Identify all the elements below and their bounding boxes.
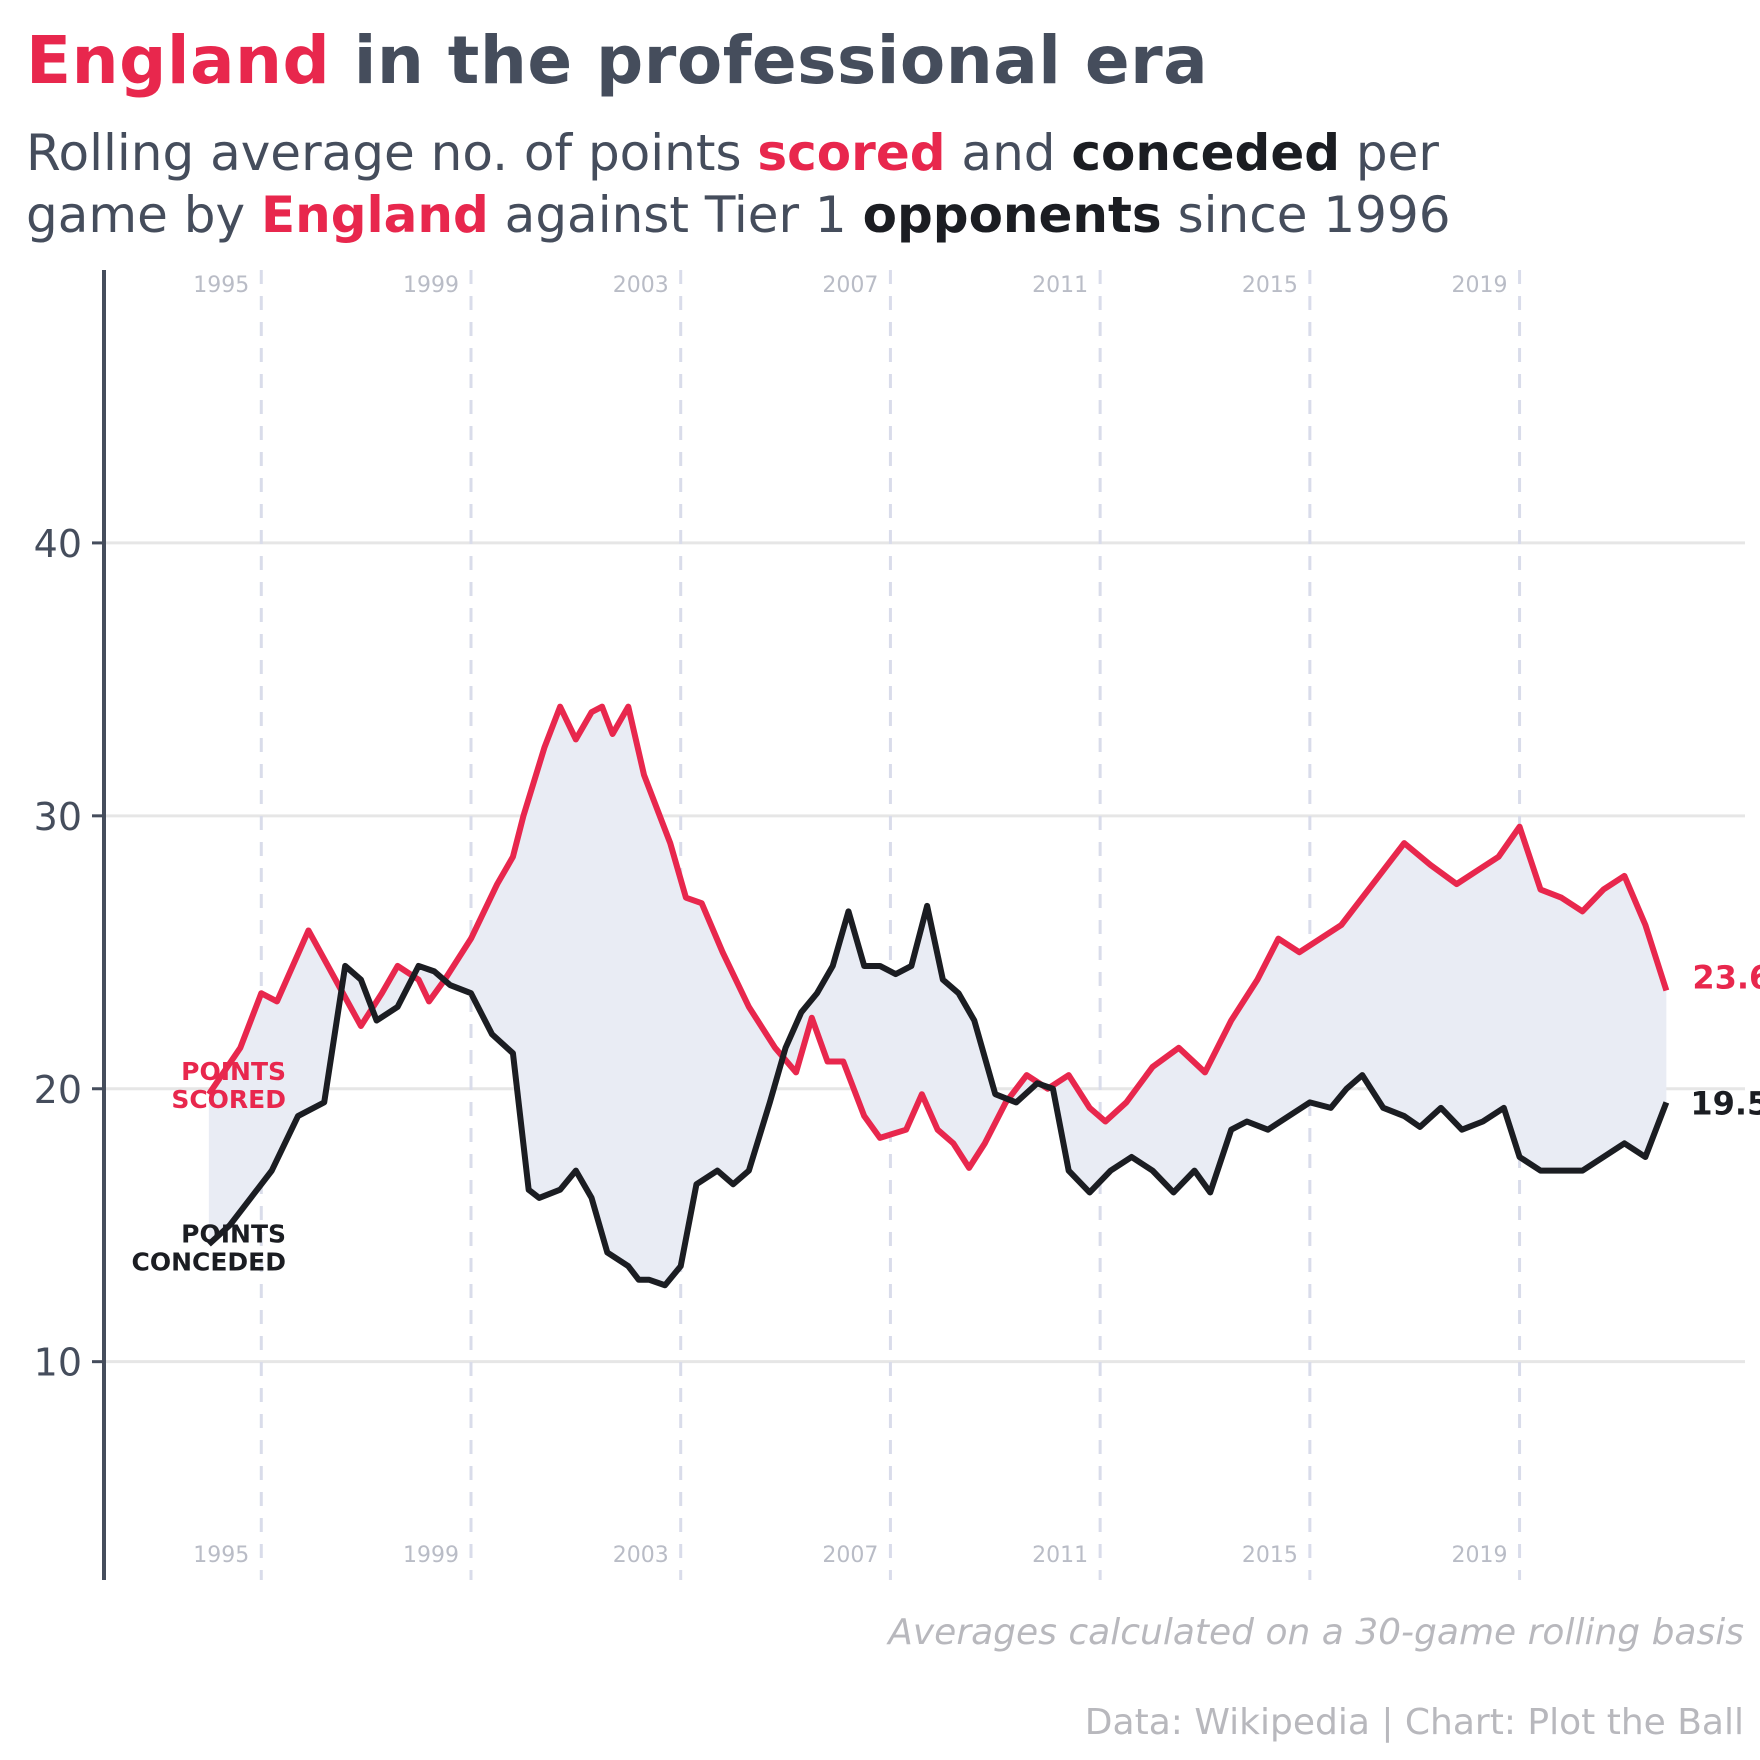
- series-lines: [206, 703, 1670, 1289]
- conceded-end-label: 19.5: [1690, 1084, 1760, 1122]
- year-label: 2019: [1452, 1543, 1508, 1568]
- year-label: 2007: [822, 273, 878, 298]
- conceded-label: CONCEDED: [131, 1247, 286, 1276]
- subtitle-scored: scored: [757, 124, 946, 182]
- scored-label: POINTS: [181, 1057, 286, 1086]
- year-label: 2015: [1242, 273, 1298, 298]
- scored-label: SCORED: [171, 1085, 286, 1114]
- conceded-label: POINTS: [181, 1219, 286, 1248]
- year-label: 1995: [193, 273, 249, 298]
- series-line-conceded: [206, 902, 1670, 1289]
- subtitle-opponents: opponents: [862, 186, 1162, 244]
- footnote: Averages calculated on a 30-game rolling…: [888, 1612, 1744, 1653]
- subtitle-conceded: conceded: [1071, 124, 1341, 182]
- year-label: 2011: [1032, 1543, 1088, 1568]
- chart-subtitle: Rolling average no. of points scored and…: [26, 122, 1451, 246]
- subtitle-england: England: [260, 186, 489, 244]
- year-label: 2003: [613, 273, 669, 298]
- title-rest: in the professional era: [330, 22, 1209, 99]
- subtitle-line-2: game by England against Tier 1 opponents…: [26, 184, 1451, 246]
- subtitle-text: since 1996: [1161, 186, 1451, 244]
- series-line-scored: [206, 703, 1670, 1171]
- subtitle-text: against Tier 1: [488, 186, 863, 244]
- year-label: 1999: [403, 273, 459, 298]
- subtitle-text: and: [945, 124, 1072, 182]
- scored-end-label: 23.6: [1692, 959, 1760, 997]
- year-label: 2003: [613, 1543, 669, 1568]
- title-highlight: England: [26, 22, 331, 99]
- fill-between: [208, 706, 1667, 1286]
- y-tick-label: 40: [34, 522, 82, 566]
- source-credit: Data: Wikipedia | Chart: Plot the Ball: [1084, 1702, 1744, 1743]
- year-label: 1999: [403, 1543, 459, 1568]
- subtitle-text: Rolling average no. of points: [26, 124, 758, 182]
- year-label: 2011: [1032, 273, 1088, 298]
- y-tick-label: 20: [34, 1068, 82, 1112]
- year-label: 2015: [1242, 1543, 1298, 1568]
- year-label: 2007: [822, 1543, 878, 1568]
- year-markers: 1995 1995 1999 1999 2003 2003 2007 2007 2011 2011…: [193, 270, 1522, 1580]
- subtitle-text: per: [1340, 124, 1439, 182]
- year-label: 2019: [1452, 273, 1508, 298]
- chart-title: England in the professional era: [26, 22, 1208, 99]
- subtitle-text: game by: [26, 186, 261, 244]
- grid-layer: 10 20 30 40: [34, 522, 1745, 1385]
- y-tick-label: 10: [34, 1341, 82, 1385]
- subtitle-line-1: Rolling average no. of points scored and…: [26, 122, 1451, 184]
- y-tick-label: 30: [34, 795, 82, 839]
- fill-area: [208, 706, 1667, 1286]
- year-label: 1995: [193, 1543, 249, 1568]
